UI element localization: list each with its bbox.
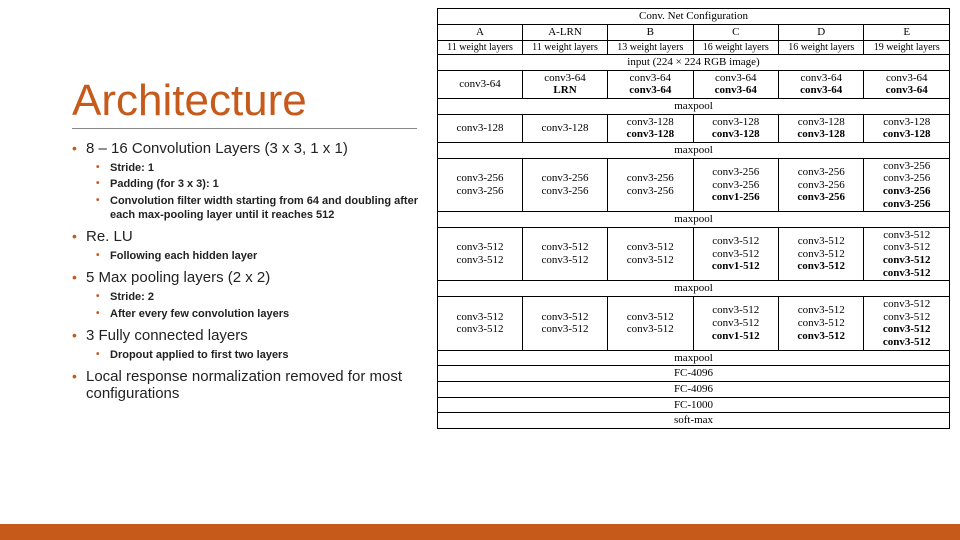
mp1: maxpool: [438, 99, 950, 115]
fc1: FC-4096: [438, 366, 950, 382]
w-al: 11 weight layers: [523, 40, 608, 55]
layer-cell: conv3-512conv3-512conv3-512conv3-512: [864, 227, 950, 281]
layer-cell: conv3-256conv3-256: [438, 158, 523, 212]
col-alrn: A-LRN: [523, 24, 608, 40]
g2-row: conv3-128conv3-128conv3-128conv3-128 con…: [438, 114, 950, 142]
layer-cell: conv3-256conv3-256conv1-256: [693, 158, 778, 212]
config-table-wrap: Conv. Net Configuration A A-LRN B C D E …: [437, 8, 950, 429]
layer-cell: conv3-256conv3-256: [608, 158, 693, 212]
layer-cell: conv3-64conv3-64: [779, 70, 864, 98]
g4-row: conv3-512conv3-512conv3-512conv3-512conv…: [438, 227, 950, 281]
sub-mp-after: After every few convolution layers: [96, 307, 442, 321]
fc2: FC-4096: [438, 381, 950, 397]
w-e: 19 weight layers: [864, 40, 950, 55]
content-area: 8 – 16 Convolution Layers (3 x 3, 1 x 1)…: [72, 140, 442, 408]
w-d: 16 weight layers: [779, 40, 864, 55]
col-e: E: [864, 24, 950, 40]
config-table: Conv. Net Configuration A A-LRN B C D E …: [437, 8, 950, 429]
layer-cell: conv3-64conv3-64: [693, 70, 778, 98]
mp2: maxpool: [438, 142, 950, 158]
w-b: 13 weight layers: [608, 40, 693, 55]
g1-row: conv3-64conv3-64LRNconv3-64conv3-64 conv…: [438, 70, 950, 98]
g3-row: conv3-256conv3-256conv3-256conv3-256conv…: [438, 158, 950, 212]
layer-cell: conv3-128: [438, 114, 523, 142]
w-a: 11 weight layers: [438, 40, 523, 55]
layer-cell: conv3-512conv3-512: [438, 227, 523, 281]
sub-relu: Following each hidden layer: [96, 249, 442, 263]
layer-cell: conv3-64conv3-64: [608, 70, 693, 98]
sub-filterwidth: Convolution filter width starting from 6…: [96, 194, 442, 223]
layer-cell: conv3-128conv3-128: [779, 114, 864, 142]
layer-cell: conv3-128conv3-128: [693, 114, 778, 142]
sub-padding: Padding (for 3 x 3): 1: [96, 177, 442, 191]
bullet-conv-text: 8 – 16 Convolution Layers (3 x 3, 1 x 1): [86, 140, 348, 157]
bullet-maxpool-text: 5 Max pooling layers (2 x 2): [86, 269, 270, 286]
sub-stride: Stride: 1: [96, 161, 442, 175]
bullet-maxpool: 5 Max pooling layers (2 x 2) Stride: 2 A…: [72, 269, 442, 321]
layer-cell: conv3-512conv3-512: [608, 227, 693, 281]
layer-cell: conv3-64: [438, 70, 523, 98]
footer-bar: [0, 524, 960, 540]
slide-title: Architecture: [72, 76, 417, 129]
layer-cell: conv3-128conv3-128: [608, 114, 693, 142]
layer-cell: conv3-256conv3-256: [523, 158, 608, 212]
mp4: maxpool: [438, 281, 950, 297]
mp5: maxpool: [438, 350, 950, 366]
col-c: C: [693, 24, 778, 40]
mp3: maxpool: [438, 212, 950, 228]
input-row: input (224 × 224 RGB image): [438, 55, 950, 71]
layer-cell: conv3-512conv3-512conv3-512: [779, 297, 864, 351]
layer-cell: conv3-128conv3-128: [864, 114, 950, 142]
table-title: Conv. Net Configuration: [438, 9, 950, 25]
layer-cell: conv3-64conv3-64: [864, 70, 950, 98]
bullet-relu-text: Re. LU: [86, 228, 133, 245]
layer-cell: conv3-512conv3-512: [608, 297, 693, 351]
bullet-relu: Re. LU Following each hidden layer: [72, 228, 442, 263]
bullet-fc-text: 3 Fully connected layers: [86, 327, 248, 344]
layer-cell: conv3-512conv3-512conv1-512: [693, 297, 778, 351]
layer-cell: conv3-512conv3-512: [438, 297, 523, 351]
sub-mp-stride: Stride: 2: [96, 290, 442, 304]
layer-cell: conv3-512conv3-512conv3-512: [779, 227, 864, 281]
softmax: soft-max: [438, 413, 950, 429]
bullet-fc: 3 Fully connected layers Dropout applied…: [72, 327, 442, 362]
fc3: FC-1000: [438, 397, 950, 413]
layer-cell: conv3-64LRN: [523, 70, 608, 98]
layer-cell: conv3-512conv3-512conv1-512: [693, 227, 778, 281]
slide: Architecture 8 – 16 Convolution Layers (…: [0, 0, 960, 540]
layer-cell: conv3-256conv3-256conv3-256: [779, 158, 864, 212]
bullet-lrn: Local response normalization removed for…: [72, 368, 442, 402]
layer-cell: conv3-512conv3-512: [523, 297, 608, 351]
w-c: 16 weight layers: [693, 40, 778, 55]
col-d: D: [779, 24, 864, 40]
g5-row: conv3-512conv3-512conv3-512conv3-512conv…: [438, 297, 950, 351]
layer-cell: conv3-512conv3-512conv3-512conv3-512: [864, 297, 950, 351]
col-a: A: [438, 24, 523, 40]
bullet-conv: 8 – 16 Convolution Layers (3 x 3, 1 x 1)…: [72, 140, 442, 222]
layer-cell: conv3-512conv3-512: [523, 227, 608, 281]
layer-cell: conv3-256conv3-256conv3-256conv3-256: [864, 158, 950, 212]
col-b: B: [608, 24, 693, 40]
layer-cell: conv3-128: [523, 114, 608, 142]
sub-dropout: Dropout applied to first two layers: [96, 348, 442, 362]
